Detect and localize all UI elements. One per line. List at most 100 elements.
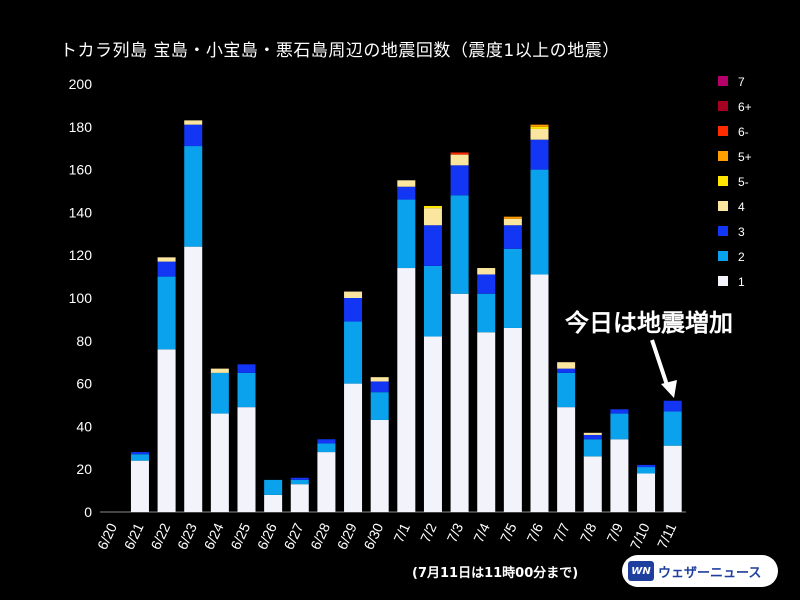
x-tick-label: 7/6 [523, 520, 546, 545]
x-tick-label: 7/4 [470, 520, 493, 545]
bar-segment [237, 364, 256, 373]
x-tick-label: 6/24 [201, 520, 227, 552]
bar-segment [397, 268, 416, 512]
bar-segment [423, 208, 442, 226]
x-tick-label: 6/23 [174, 520, 200, 552]
bar-segment [637, 467, 656, 474]
bar-segment [503, 248, 522, 328]
y-tick-label: 60 [76, 376, 92, 392]
bar-segment [130, 454, 149, 461]
legend-label: 3 [738, 225, 745, 239]
y-tick-label: 20 [76, 461, 92, 477]
bar-segment [530, 274, 549, 512]
bar-segment [450, 154, 469, 166]
bar-segment [210, 368, 229, 373]
bar-segment [370, 377, 389, 382]
footnote: (7月11日は11時00分まで) [412, 566, 579, 581]
y-tick-label: 100 [69, 290, 93, 306]
legend-swatch [718, 251, 728, 261]
bar-segment [397, 180, 416, 187]
y-tick-label: 120 [69, 247, 93, 263]
arrow-head [661, 380, 677, 398]
weathernews-logo: WN ウェザーニュース [622, 555, 778, 587]
annotation-text: 今日は地震増加 [565, 309, 733, 337]
bar-segment [370, 419, 389, 512]
bar-segment [423, 265, 442, 337]
bar-segment [344, 383, 363, 512]
bar-segment [557, 372, 576, 408]
bar-segment [184, 146, 203, 247]
bar-segment [477, 332, 496, 512]
bar-segment [477, 293, 496, 333]
bar-segment [237, 407, 256, 512]
bar-segment [530, 139, 549, 170]
bar-segment [370, 381, 389, 393]
bar-segment [530, 169, 549, 275]
bar-segment [450, 165, 469, 196]
x-tick-label: 6/21 [121, 520, 147, 552]
legend-label: 1 [738, 275, 745, 289]
y-tick-label: 200 [69, 76, 93, 92]
bar-segment [237, 372, 256, 408]
bar-segment [557, 407, 576, 512]
x-tick-label: 7/11 [654, 520, 680, 551]
legend-swatch [718, 126, 728, 136]
logo-text: ウェザーニュース [658, 565, 762, 581]
legend-swatch [718, 201, 728, 211]
bar-segment [397, 199, 416, 269]
bar-segment [450, 195, 469, 294]
x-tick-label: 7/9 [603, 520, 626, 545]
x-tick-label: 7/1 [390, 520, 413, 545]
legend-label: 7 [738, 75, 745, 89]
x-tick-label: 6/25 [227, 520, 253, 552]
legend-label: 6- [738, 125, 749, 139]
bar-segment [210, 372, 229, 414]
bar-segment [290, 479, 309, 485]
bar-segment [157, 276, 176, 350]
bar-segment [317, 439, 336, 444]
bar-segment [317, 452, 336, 512]
bar-segment [557, 368, 576, 373]
bar-segment [344, 298, 363, 322]
bar-segment [583, 456, 602, 512]
x-axis: 6/20 6/21 6/22 6/23 6/24 6/25 6/26 6/27 6/28 6/29… [94, 520, 679, 552]
x-tick-label: 6/28 [307, 520, 333, 552]
x-tick-label: 6/20 [94, 520, 120, 552]
bar-segment [583, 439, 602, 457]
legend-label: 2 [738, 250, 745, 264]
bar-segment [610, 439, 629, 512]
legend-swatch [718, 101, 728, 111]
bar-segment [157, 261, 176, 277]
y-tick-label: 140 [69, 204, 93, 220]
bar-segment [130, 452, 149, 455]
bar-segment [637, 464, 656, 468]
y-tick-label: 80 [76, 333, 92, 349]
y-tick-label: 40 [76, 418, 92, 434]
bar-segment [423, 225, 442, 266]
bar-segment [317, 443, 336, 453]
legend-label: 4 [738, 200, 745, 214]
legend-swatch [718, 151, 728, 161]
x-tick-label: 6/30 [360, 520, 386, 552]
bar-segment [264, 494, 283, 512]
bar-segment [344, 291, 363, 298]
bar-segment [264, 479, 283, 495]
bar-segment [423, 205, 442, 209]
bar-segment [530, 128, 549, 140]
legend-swatch [718, 226, 728, 236]
bar-segment [530, 124, 549, 127]
y-tick-label: 180 [69, 119, 93, 135]
bar-segment [663, 411, 682, 446]
x-tick-label: 6/29 [334, 520, 360, 552]
annotation-arrow [650, 339, 677, 398]
y-axis: 0 20 40 60 80 100 120 140 160 180 200 [69, 76, 686, 520]
y-tick-label: 160 [69, 162, 93, 178]
chart-title: トカラ列島 宝島・小宝島・悪石島周辺の地震回数（震度1以上の地震） [60, 41, 620, 61]
legend-swatch [718, 76, 728, 86]
bar-segment [370, 392, 389, 420]
x-tick-label: 7/8 [577, 520, 600, 545]
x-tick-label: 7/5 [497, 520, 520, 545]
bar-segment [157, 257, 176, 262]
bar-segment [344, 321, 363, 384]
